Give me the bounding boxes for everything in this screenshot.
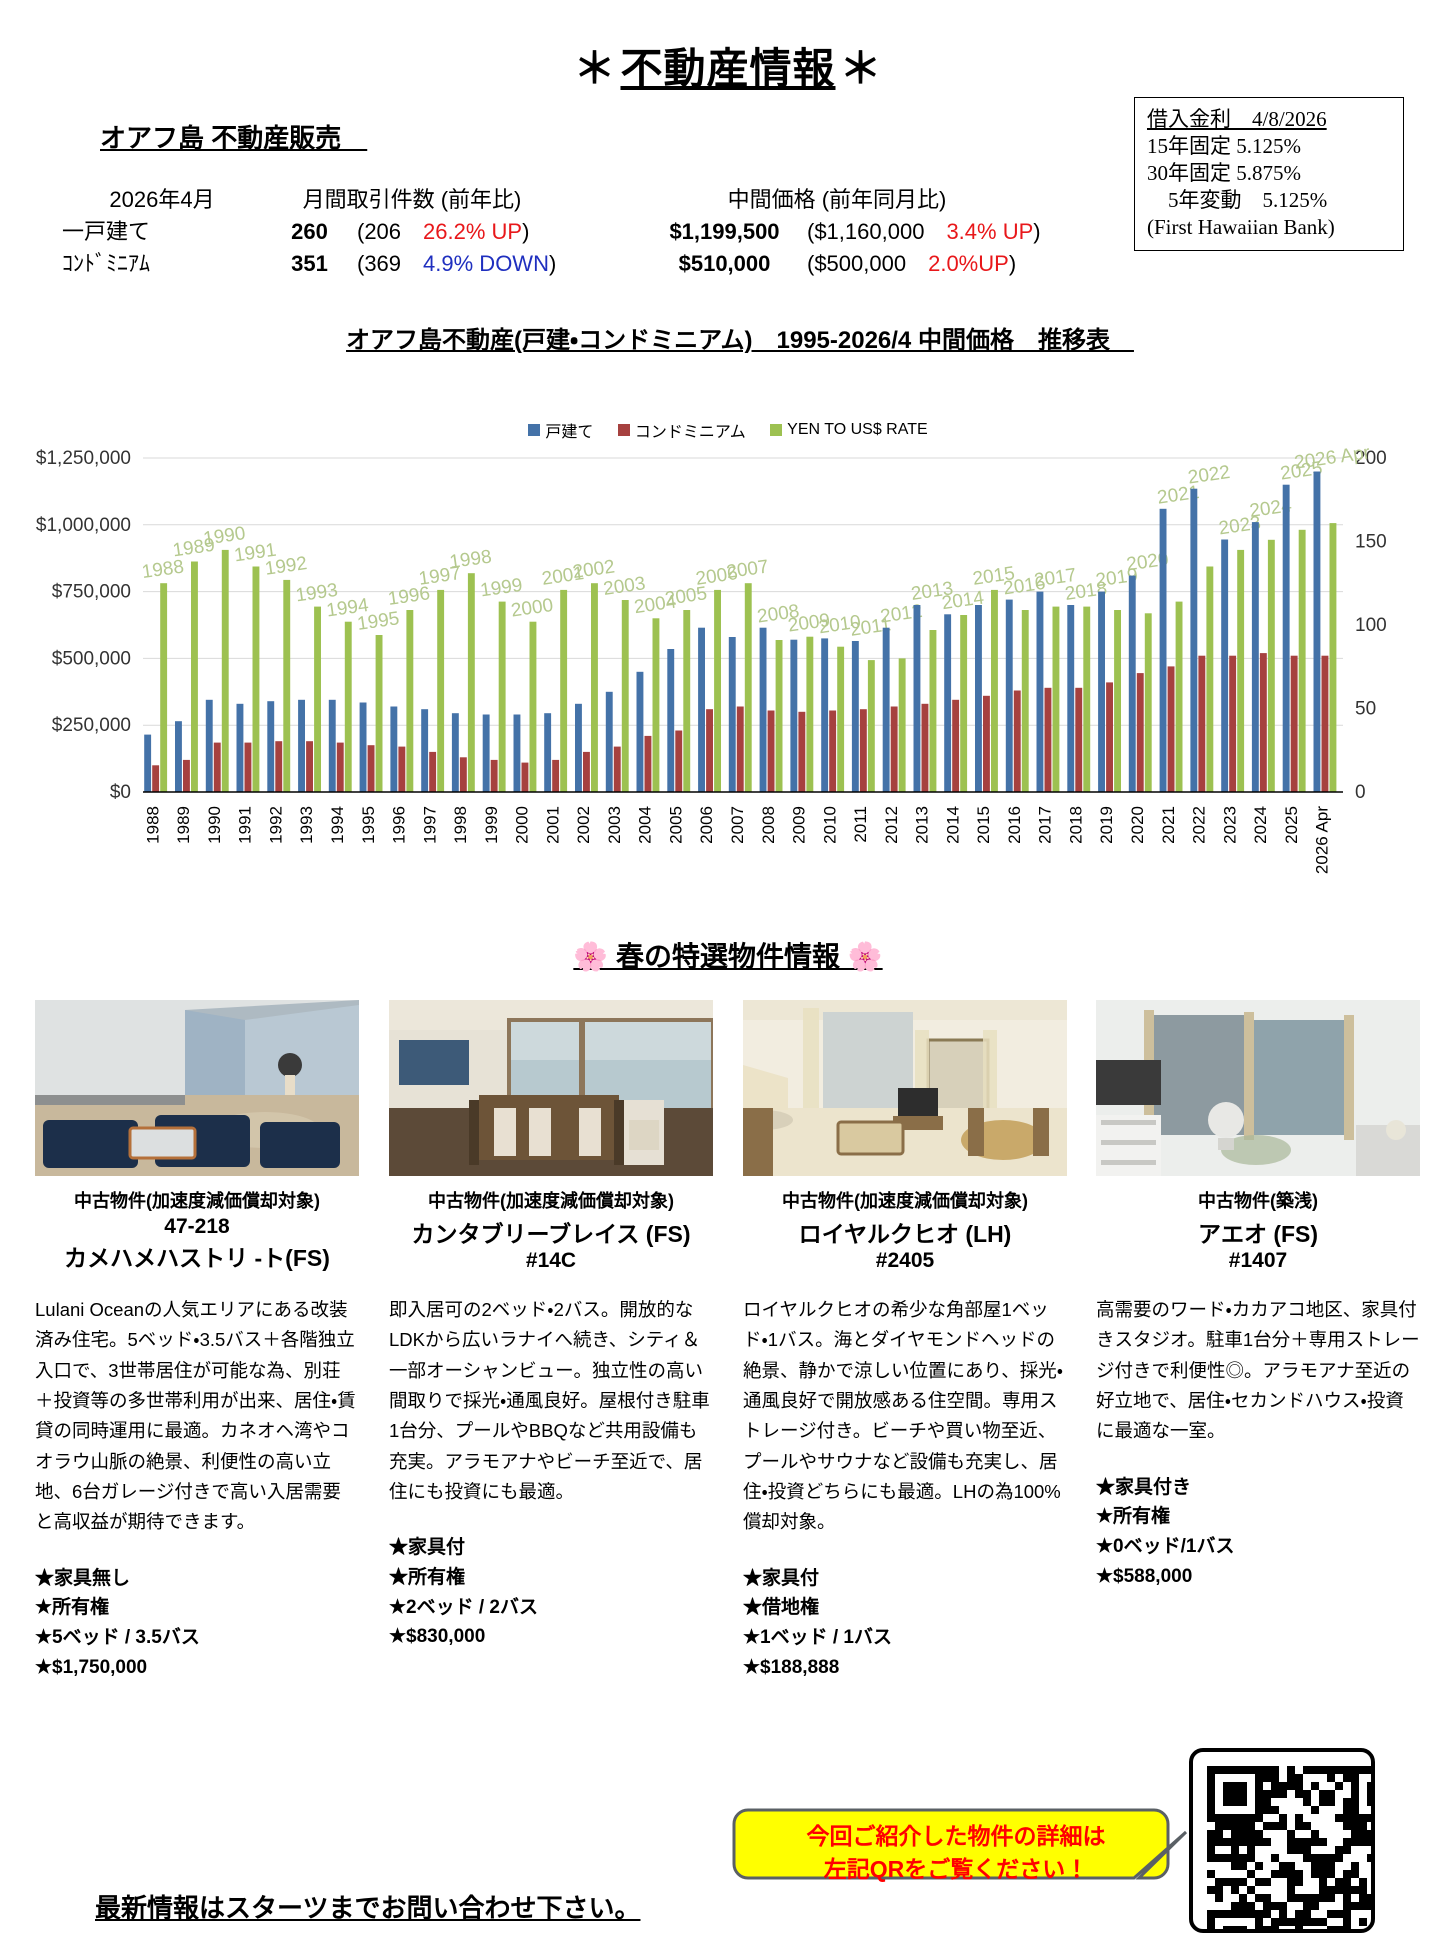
svg-text:2012: 2012 [882,806,901,844]
svg-text:2022: 2022 [1187,462,1232,489]
svg-text:1998: 1998 [451,806,470,844]
svg-text:2007: 2007 [728,806,747,844]
svg-text:1995: 1995 [356,608,401,635]
svg-text:2025: 2025 [1282,806,1301,844]
svg-text:2024: 2024 [1251,806,1270,844]
svg-text:1992: 1992 [264,553,309,580]
svg-text:2008: 2008 [759,806,778,844]
svg-text:1990: 1990 [205,806,224,844]
svg-text:100: 100 [1355,615,1387,636]
svg-text:2021: 2021 [1159,806,1178,844]
svg-text:1993: 1993 [297,806,316,844]
svg-text:2020: 2020 [1128,806,1147,844]
svg-text:2001: 2001 [543,806,562,844]
svg-text:2002: 2002 [574,806,593,844]
svg-text:1999: 1999 [482,806,501,844]
svg-text:2022: 2022 [1190,806,1209,844]
svg-text:1988: 1988 [143,806,162,844]
svg-text:$1,250,000: $1,250,000 [36,448,131,469]
svg-text:$250,000: $250,000 [52,715,131,736]
svg-text:2000: 2000 [513,806,532,844]
svg-text:2000: 2000 [510,595,555,622]
svg-text:2014: 2014 [943,806,962,844]
svg-text:2003: 2003 [605,806,624,844]
svg-text:2006: 2006 [697,806,716,844]
svg-text:50: 50 [1355,699,1376,720]
svg-text:1989: 1989 [174,806,193,844]
svg-text:2026 Apr: 2026 Apr [1293,442,1372,473]
svg-text:2013: 2013 [913,806,932,844]
svg-text:2009: 2009 [790,806,809,844]
svg-text:1999: 1999 [479,575,524,602]
svg-text:2017: 2017 [1036,806,1055,844]
svg-text:2016: 2016 [1005,806,1024,844]
svg-text:2018: 2018 [1067,806,1086,844]
svg-text:$1,000,000: $1,000,000 [36,515,131,536]
svg-text:2011: 2011 [851,806,870,843]
svg-text:$750,000: $750,000 [52,582,131,603]
svg-text:2023: 2023 [1220,806,1239,844]
svg-text:$500,000: $500,000 [52,648,131,669]
svg-text:2005: 2005 [667,806,686,844]
svg-text:150: 150 [1355,532,1387,553]
svg-text:2019: 2019 [1097,806,1116,844]
svg-text:1995: 1995 [359,806,378,844]
svg-text:2007: 2007 [725,556,770,583]
svg-text:1997: 1997 [420,806,439,844]
svg-text:0: 0 [1355,782,1366,803]
svg-text:1996: 1996 [390,806,409,844]
svg-text:2026 Apr: 2026 Apr [1313,806,1332,874]
svg-text:2010: 2010 [820,806,839,844]
svg-text:2004: 2004 [636,806,655,844]
svg-text:1992: 1992 [267,806,286,844]
svg-text:$0: $0 [110,782,131,803]
svg-text:2015: 2015 [974,806,993,844]
svg-text:1991: 1991 [236,806,255,844]
svg-text:1998: 1998 [448,546,493,573]
svg-text:1994: 1994 [328,806,347,844]
